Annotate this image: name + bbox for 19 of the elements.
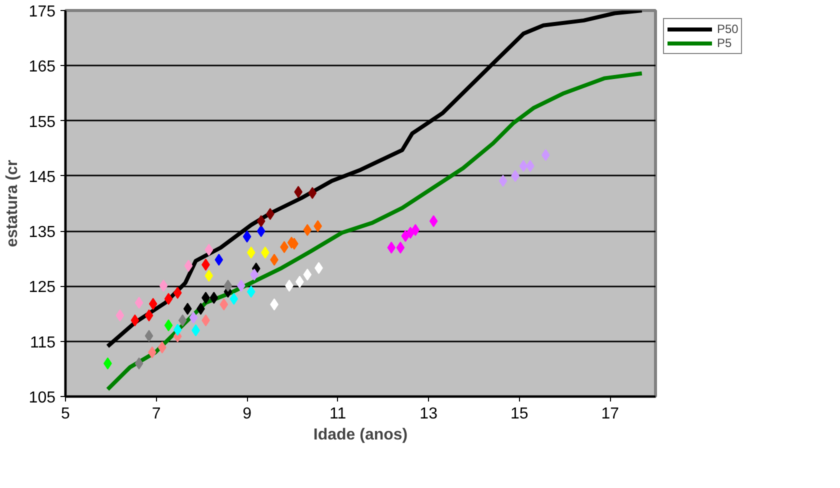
x-tick-label: 13 xyxy=(420,406,438,422)
y-tick-label: 105 xyxy=(28,390,56,406)
x-tick-label: 17 xyxy=(601,406,620,422)
y-tick-label: 145 xyxy=(28,168,56,186)
y-tick-label: 175 xyxy=(28,4,56,20)
legend-label: P50 xyxy=(717,22,738,36)
y-axis-title: estatura (cr xyxy=(4,160,21,248)
x-tick-label: 5 xyxy=(61,406,70,422)
x-tick-label: 7 xyxy=(152,406,161,422)
y-tick-label: 115 xyxy=(30,334,56,352)
y-tick-label: 155 xyxy=(28,114,56,131)
y-tick-label: 165 xyxy=(28,58,56,76)
x-tick-label: 15 xyxy=(510,406,528,422)
x-tick-label: 9 xyxy=(242,406,252,422)
x-tick-label: 11 xyxy=(330,406,346,422)
x-axis-title: Idade (anos) xyxy=(313,426,408,444)
legend-label: P5 xyxy=(717,36,733,50)
y-tick-label: 135 xyxy=(28,224,56,242)
y-tick-label: 125 xyxy=(28,279,56,296)
